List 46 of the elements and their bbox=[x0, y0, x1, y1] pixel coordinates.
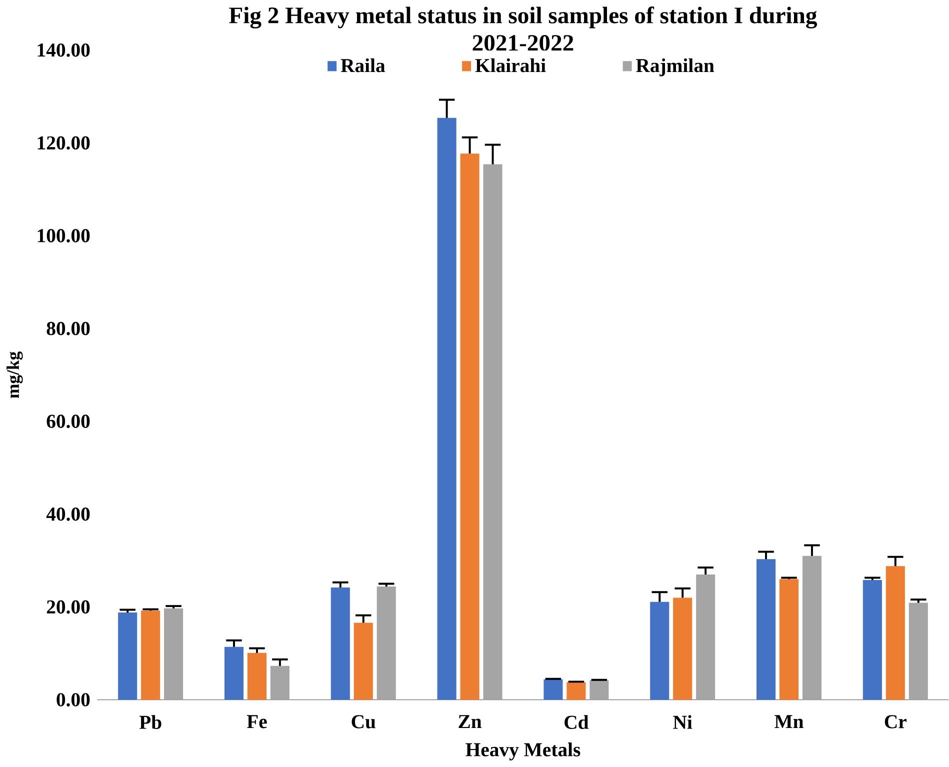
y-tick-label: 0.00 bbox=[56, 693, 90, 706]
legend-label: Klairahi bbox=[475, 58, 546, 72]
chart-title: Fig 2 Heavy metal status in soil samples of station I during 2021-2022 bbox=[229, 6, 818, 51]
bar bbox=[544, 679, 563, 700]
bar bbox=[673, 598, 692, 700]
bar bbox=[908, 602, 928, 700]
y-tick-label: 80.00 bbox=[46, 322, 90, 336]
bar bbox=[460, 154, 480, 700]
x-tick-label: Zn bbox=[458, 715, 482, 728]
bar bbox=[862, 580, 882, 700]
bar bbox=[886, 566, 905, 700]
x-tick-label: Mn bbox=[774, 715, 804, 728]
x-tick-label: Ni bbox=[673, 715, 692, 729]
bar bbox=[756, 559, 776, 700]
bar bbox=[376, 586, 396, 700]
bar bbox=[354, 622, 373, 700]
bar bbox=[330, 588, 350, 700]
x-tick-label: Cr bbox=[884, 715, 906, 728]
bar bbox=[650, 602, 670, 700]
bar bbox=[247, 652, 266, 700]
x-tick-label: Cu bbox=[352, 715, 376, 728]
y-axis-title: mg/kg bbox=[6, 352, 23, 398]
bar bbox=[118, 612, 138, 700]
x-tick-label: Fe bbox=[246, 715, 267, 728]
bar bbox=[483, 164, 502, 700]
y-tick-label: 120.00 bbox=[38, 136, 90, 150]
y-tick-label: 100.00 bbox=[38, 229, 90, 242]
bar bbox=[696, 574, 716, 700]
bar bbox=[224, 646, 244, 700]
legend-label: Rajmilan bbox=[636, 58, 714, 76]
x-tick-label: Cd bbox=[564, 715, 589, 729]
bar bbox=[566, 682, 586, 700]
bar bbox=[590, 680, 609, 700]
bar bbox=[437, 118, 456, 700]
y-tick-label: 40.00 bbox=[46, 508, 90, 521]
bar bbox=[164, 608, 184, 700]
x-axis-title: Heavy Metals bbox=[466, 742, 580, 760]
bar bbox=[779, 579, 799, 700]
bar bbox=[141, 610, 160, 700]
legend-label: Raila bbox=[340, 58, 386, 72]
y-tick-label: 140.00 bbox=[38, 43, 90, 57]
y-tick-label: 60.00 bbox=[46, 414, 90, 428]
x-tick-label: Pb bbox=[139, 715, 162, 729]
bar bbox=[270, 666, 290, 700]
bar bbox=[802, 556, 822, 700]
y-tick-label: 20.00 bbox=[46, 600, 90, 614]
